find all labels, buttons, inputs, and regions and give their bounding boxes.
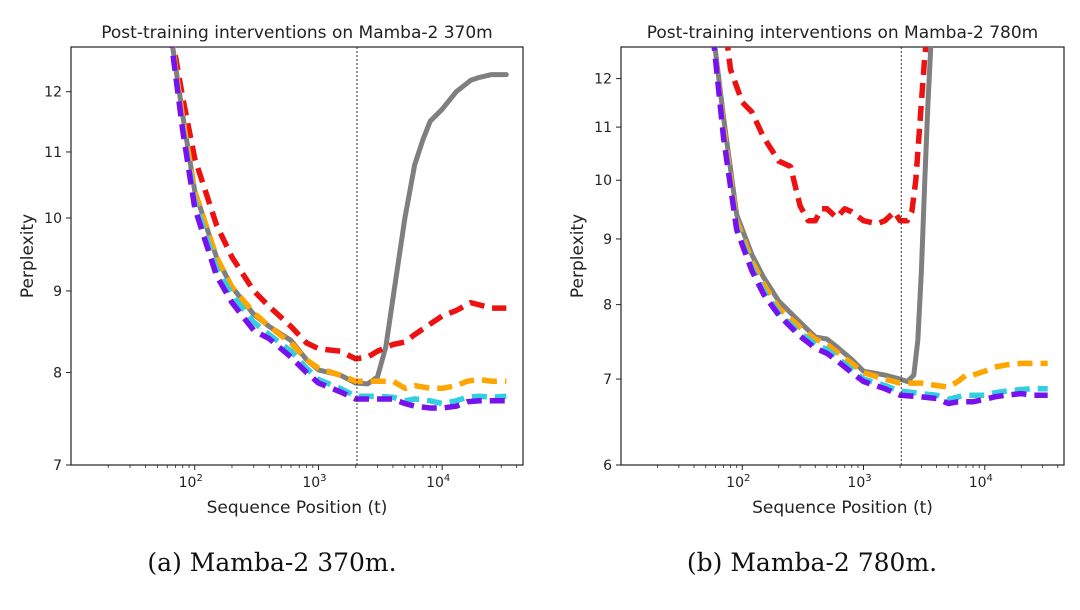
x-tick-label: 102 [726,473,750,491]
plot-frame [70,46,524,466]
y-tick-label: 12 [44,85,62,101]
x-tick-label: 104 [426,473,450,491]
series-group [711,47,1048,407]
y-tick-label: 10 [44,211,62,227]
y-tick-label: 9 [53,284,62,300]
y-tick-label: 11 [594,120,612,136]
chart-780m: Post-training interventions on Mamba-2 7… [568,23,1065,518]
x-tick-label: 104 [969,473,993,491]
y-tick-label: 10 [594,173,612,189]
chart-title: Post-training interventions on Mamba-2 3… [101,23,493,43]
y-tick-label: 9 [603,232,612,248]
x-tick-label: 102 [179,473,203,491]
series-line-gray [170,47,509,387]
y-tick-label: 7 [53,458,62,474]
caption-370m: (a) Mamba-2 370m. [147,548,397,577]
y-tick-label: 7 [603,372,612,388]
plot-frame [620,46,1065,466]
x-axis-label: Sequence Position (t) [207,498,388,518]
chart-370m: Post-training interventions on Mamba-2 3… [18,23,524,518]
series-line-purple [711,47,1048,407]
x-tick-label: 103 [302,473,326,491]
x-axis-label: Sequence Position (t) [752,498,933,518]
series-group [169,47,509,411]
series-line-purple [169,47,507,411]
y-axis-label: Perplexity [568,214,588,298]
series-line-red [724,47,929,227]
y-axis-label: Perplexity [18,214,38,298]
series-line-red [171,47,507,362]
x-tick-label: 103 [847,473,871,491]
caption-780m: (b) Mamba-2 780m. [686,548,938,577]
series-line-gray [712,47,934,384]
chart-title: Post-training interventions on Mamba-2 7… [647,23,1039,43]
y-tick-label: 11 [44,145,62,161]
series-line-orange [711,47,1048,390]
y-tick-label: 12 [594,72,612,88]
series-line-cyan [169,47,507,407]
y-tick-label: 8 [603,298,612,314]
y-tick-label: 8 [53,366,62,382]
series-line-cyan [711,47,1048,403]
series-line-orange [169,47,507,392]
y-tick-label: 6 [603,458,612,474]
